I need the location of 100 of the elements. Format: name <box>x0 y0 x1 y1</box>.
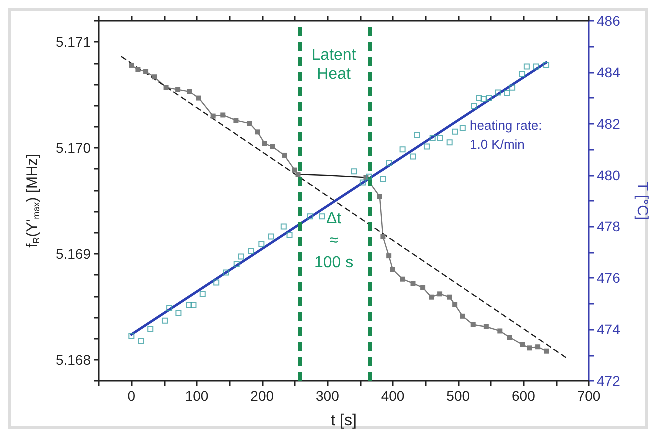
point <box>210 114 216 119</box>
x-tick-label: 100 <box>185 388 209 404</box>
point <box>360 180 366 186</box>
point <box>148 326 154 332</box>
y2-tick-label: 484 <box>597 64 621 80</box>
x-tick-label: 200 <box>250 388 274 404</box>
point <box>282 152 288 158</box>
point <box>480 96 487 102</box>
point <box>447 294 452 300</box>
y2-tick-label: 472 <box>597 373 621 389</box>
point <box>510 84 516 91</box>
point <box>520 342 526 348</box>
annotation: Latent Heat <box>312 47 357 83</box>
point <box>410 154 416 160</box>
y2-tick-label: 486 <box>597 13 621 29</box>
annotation: Δt ≈ 100 s <box>314 210 354 272</box>
point <box>446 140 453 146</box>
point <box>307 214 314 220</box>
point <box>255 130 260 135</box>
point <box>200 291 206 298</box>
point <box>214 280 220 286</box>
point <box>166 305 173 312</box>
point <box>196 96 202 101</box>
point <box>164 85 169 90</box>
point <box>495 90 502 96</box>
point <box>380 234 386 240</box>
x-tick-label: 500 <box>446 388 470 404</box>
y-tick-label: 5.170 <box>56 140 92 156</box>
point <box>319 214 326 220</box>
point <box>268 234 274 240</box>
point <box>507 335 512 340</box>
point <box>536 344 541 350</box>
x-tick-label: 0 <box>128 388 136 404</box>
point <box>390 267 396 272</box>
point <box>424 144 430 150</box>
point <box>498 328 503 334</box>
annotation: heating rate: 1.0 K/min <box>470 118 542 152</box>
point <box>484 324 489 330</box>
point <box>400 146 406 153</box>
point <box>248 248 254 254</box>
y2-axis-title: T [°C] <box>634 182 651 220</box>
point <box>136 67 141 72</box>
point <box>234 261 240 268</box>
point <box>128 333 135 340</box>
point <box>234 118 239 124</box>
point <box>524 64 530 70</box>
y2-tick-label: 474 <box>597 322 621 338</box>
point <box>460 314 466 319</box>
point <box>519 70 526 77</box>
point <box>386 160 392 166</box>
point <box>223 270 230 276</box>
y-tick-label: 5.171 <box>56 34 92 50</box>
y2-tick-label: 476 <box>597 270 621 286</box>
y2-tick-label: 480 <box>597 167 621 184</box>
point <box>386 254 392 259</box>
point <box>296 172 301 178</box>
point <box>187 89 192 94</box>
point <box>176 87 181 92</box>
x-tick-label: 600 <box>512 388 536 404</box>
point <box>190 302 197 308</box>
point <box>270 144 276 150</box>
point <box>286 232 293 238</box>
point <box>452 128 458 135</box>
y2-tick-label: 482 <box>597 116 621 132</box>
point <box>186 302 192 308</box>
point <box>504 90 510 96</box>
point <box>144 69 149 74</box>
x-tick-label: 400 <box>381 388 405 404</box>
x-tick-label: 700 <box>577 388 601 404</box>
point <box>238 254 244 260</box>
point <box>533 64 540 70</box>
point <box>471 103 478 110</box>
point <box>430 135 436 142</box>
point <box>544 62 550 68</box>
x-tick-label: 300 <box>316 388 340 404</box>
x-axis-title: t [s] <box>331 412 357 430</box>
point <box>220 112 226 118</box>
point <box>262 141 268 146</box>
point <box>380 176 386 182</box>
point <box>377 194 382 200</box>
point <box>366 174 372 180</box>
y-tick-label: 5.169 <box>56 246 92 262</box>
point <box>414 132 420 138</box>
point <box>452 302 458 308</box>
y-axis-title: fR(Y'max) [MHz] <box>24 154 42 248</box>
point <box>420 285 426 290</box>
point <box>258 241 265 248</box>
y2-tick-label: 478 <box>597 218 621 235</box>
point <box>527 346 532 351</box>
point <box>429 294 434 300</box>
point <box>138 338 144 344</box>
point <box>152 74 158 80</box>
point <box>460 125 466 132</box>
point <box>351 168 358 175</box>
point <box>410 281 416 286</box>
point <box>486 95 492 102</box>
point <box>470 322 476 328</box>
point <box>400 276 406 282</box>
point <box>176 310 182 316</box>
point <box>544 348 550 354</box>
